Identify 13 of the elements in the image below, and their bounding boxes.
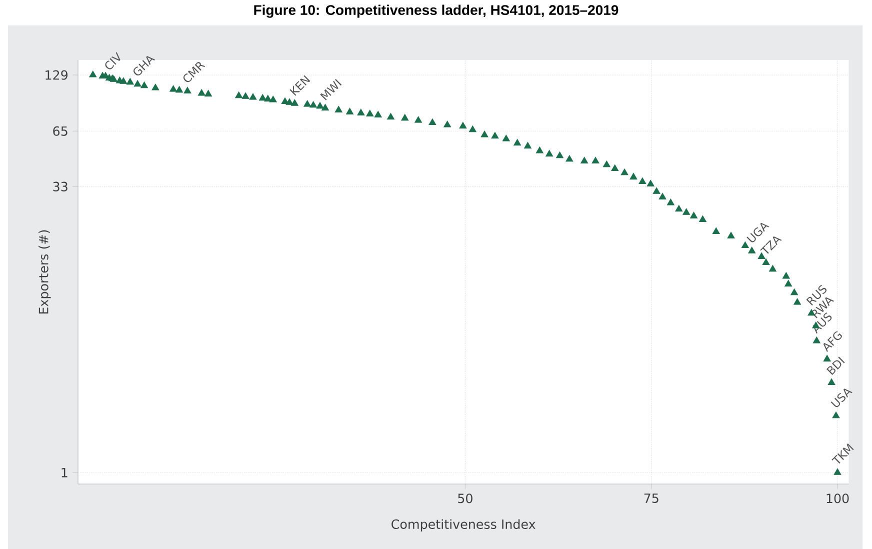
- y-tick-label: 1: [62, 468, 68, 478]
- x-tick-label: 100: [826, 493, 849, 504]
- x-axis-title: Competitiveness Index: [392, 519, 536, 532]
- annotation: BDI: [826, 356, 845, 375]
- y-axis-title: Exporters (#): [38, 230, 51, 314]
- x-tick-label: 75: [644, 493, 658, 503]
- annotation: USA: [830, 388, 852, 407]
- chart-title: Figure 10: Competitiveness ladder, HS4101, 2015–2019: [254, 4, 618, 18]
- annotation: CIV: [105, 52, 120, 70]
- y-tick-label: 33: [53, 182, 68, 192]
- y-tick-label: 65: [53, 126, 68, 136]
- y-tick-label: 129: [46, 70, 68, 80]
- x-tick-label: 50: [458, 493, 472, 504]
